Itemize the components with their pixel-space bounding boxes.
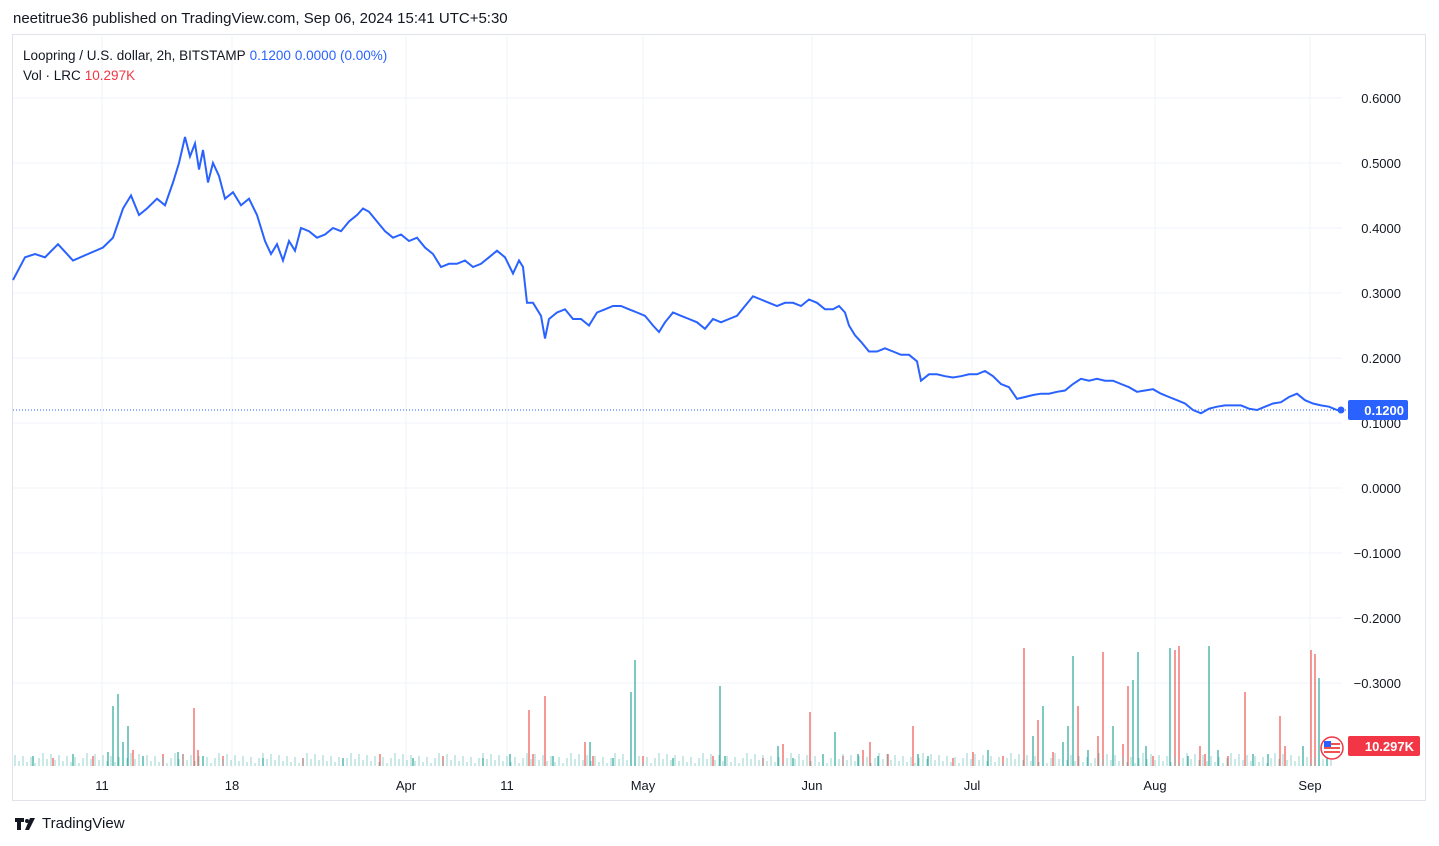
- grid: [13, 36, 1342, 768]
- brand-name: TradingView: [42, 815, 125, 832]
- footer[interactable]: TradingView: [14, 815, 125, 832]
- vol-title: Vol · LRC: [23, 68, 81, 83]
- last-price-label: 0.1200: [1364, 403, 1404, 418]
- y-tick-label: −0.1000: [1354, 546, 1401, 561]
- y-tick-label: 0.2000: [1361, 351, 1401, 366]
- price-line: [12, 136, 1341, 415]
- chart-frame[interactable]: [12, 34, 1426, 801]
- vol-value: 10.297K: [84, 68, 136, 83]
- x-tick-label: Sep: [1298, 778, 1321, 793]
- y-tick-label: 0.0000: [1361, 481, 1401, 496]
- x-tick-label: 11: [500, 778, 514, 793]
- last-price-badge: 0.1200: [1348, 400, 1408, 420]
- change-value: 0.0000 (0.00%): [294, 48, 388, 63]
- symbol-title: Loopring / U.S. dollar, 2h, BITSTAMP: [23, 48, 246, 63]
- x-tick-label: Apr: [396, 778, 417, 793]
- x-tick-label: 18: [225, 778, 239, 793]
- volume-badge: 10.297K: [1348, 736, 1420, 756]
- x-tick-label: Aug: [1143, 778, 1166, 793]
- y-tick-label: 0.5000: [1361, 156, 1401, 171]
- x-axis: 11 18 Apr 11 May Jun Jul Aug Sep: [95, 778, 1321, 793]
- y-tick-label: 0.4000: [1361, 221, 1401, 236]
- volume-bars: [14, 646, 1332, 766]
- publisher-line: neetitrue36 published on TradingView.com…: [13, 10, 508, 27]
- x-tick-label: 11: [95, 778, 109, 793]
- x-tick-label: Jun: [802, 778, 823, 793]
- x-tick-label: May: [631, 778, 656, 793]
- volume-label: 10.297K: [1365, 739, 1415, 754]
- flag-icon: [1320, 736, 1344, 760]
- y-tick-label: 0.3000: [1361, 286, 1401, 301]
- y-tick-label: −0.2000: [1354, 611, 1401, 626]
- last-price-dot: [1337, 406, 1345, 414]
- y-tick-label: −0.3000: [1354, 676, 1401, 691]
- tradingview-logo-icon: [15, 817, 35, 830]
- x-tick-label: Jul: [964, 778, 981, 793]
- y-tick-label: 0.6000: [1361, 91, 1401, 106]
- y-axis: 0.60000.50000.40000.30000.20000.10000.00…: [1354, 91, 1401, 691]
- legend: Loopring / U.S. dollar, 2h, BITSTAMP 0.12…: [23, 46, 387, 86]
- last-value: 0.1200: [249, 48, 291, 63]
